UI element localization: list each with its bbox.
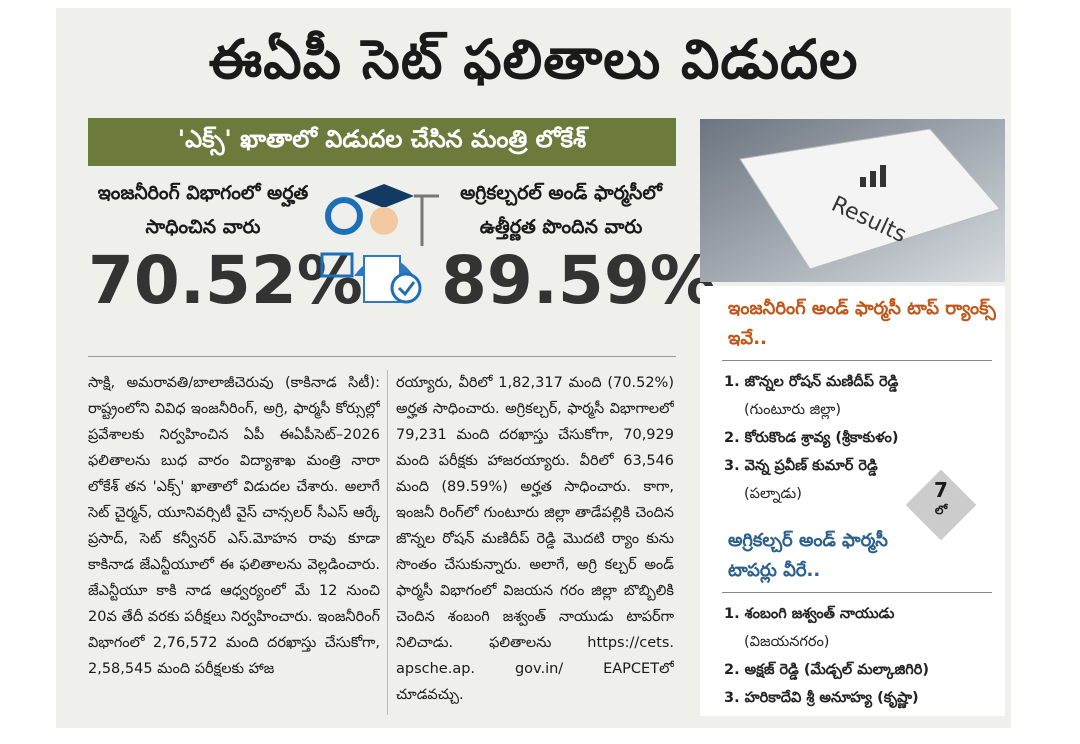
rank-item: 1. శంబంగి జశ్వంత్ నాయుడు — [724, 606, 895, 622]
body-column: రయ్యారు, వీరిలో 1,82,317 మంది (70.52%) అ… — [396, 375, 674, 703]
rule — [722, 360, 992, 361]
stat-label: ఇంజనీరింగ్ విభాగంలో అర్హత సాధించిన వారు — [97, 182, 309, 238]
rank-place: (విజయనగరం) — [744, 634, 830, 650]
rule — [722, 592, 992, 593]
divider — [88, 356, 676, 357]
badge-text: 7 లో — [916, 478, 966, 518]
rank-item: 1. జొన్నల రోషన్ మణిదీప్ రెడ్డి — [724, 374, 899, 390]
column-rule — [387, 370, 388, 715]
graduate-icon — [320, 184, 439, 304]
headline: ఈఏపీ సెట్ ఫలితాలు విడుదల — [208, 28, 859, 91]
rank-place: (గుంటూరు జిల్లా) — [744, 402, 842, 418]
rank-item: 3. వెన్న ప్రవీణ్ కుమార్ రెడ్డి — [724, 458, 878, 474]
results-key-photo: Results — [700, 119, 1005, 282]
rank-list: 1. శంబంగి జశ్వంత్ నాయుడు (విజయనగరం) 2. అ… — [724, 600, 929, 712]
stat-value: 89.59% — [441, 242, 716, 319]
badge-suffix: లో — [934, 503, 948, 517]
stat: ఇంజనీరింగ్ విభాగంలో అర్హత సాధించిన వారు … — [88, 176, 363, 319]
badge-number: 7 — [934, 478, 948, 502]
body-column: సాక్షి, అమరావతి/బాలాజీచెరువు (కాకినాడ సి… — [88, 375, 380, 677]
rank-item: 2. కోరుకొండ శ్రావ్య (శ్రీకాకుళం) — [724, 430, 899, 446]
stat: అగ్రికల్చరల్ అండ్ ఫార్మసీలో ఉత్తీర్ణత పొ… — [441, 176, 716, 319]
rank-item: 3. హరికాదేవి శ్రీ అనూహ్య (కృష్ణా) — [724, 690, 919, 706]
rank-list: 1. జొన్నల రోషన్ మణిదీప్ రెడ్డి (గుంటూరు … — [724, 368, 899, 508]
stat-label: అగ్రికల్చరల్ అండ్ ఫార్మసీలో ఉత్తీర్ణత పొ… — [460, 182, 662, 238]
sidebar-heading: ఇంజనీరింగ్ అండ్ ఫార్మసీ టాప్ ర్యాంక్స్ ఇ… — [728, 298, 996, 349]
rank-item: 2. అక్షజ్ రెడ్డి (మేడ్చల్ మల్కాజిగిరి) — [724, 662, 929, 678]
banner: 'ఎక్స్' ఖాతాలో విడుదల చేసిన మంత్రి లోకేశ… — [88, 118, 676, 166]
sidebar-heading: అగ్రికల్చర్ అండ్ ఫార్మసీ టాపర్లు వీరే.. — [728, 530, 888, 581]
rank-place: (పల్నాడు) — [744, 486, 802, 502]
clipping: ఈఏపీ సెట్ ఫలితాలు విడుదల 'ఎక్స్' ఖాతాలో … — [56, 8, 1011, 728]
stat-value: 70.52% — [88, 242, 363, 319]
